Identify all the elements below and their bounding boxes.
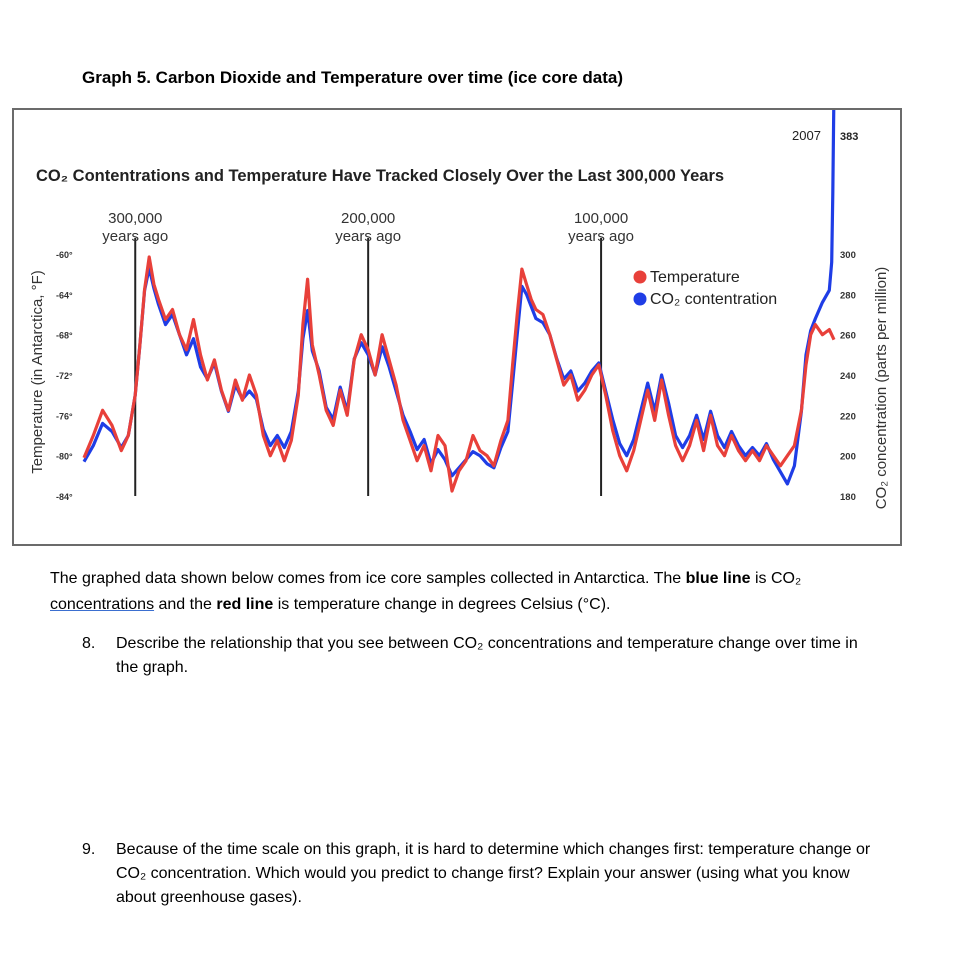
legend-label: Temperature (650, 269, 740, 286)
intro-text-1: The graphed data shown below comes from … (50, 570, 686, 587)
intro-blue-line: blue line (685, 570, 751, 587)
y-left-tick-label: -84° (56, 492, 73, 502)
question-text: Because of the time scale on this graph,… (116, 841, 871, 906)
end-label-year: 2007 (792, 128, 821, 143)
y-right-tick-label: 260 (840, 331, 856, 342)
y-left-tick-label: -80° (56, 452, 73, 462)
y-right-tick-label: 280 (840, 290, 856, 301)
end-label-value: 383 (840, 131, 858, 143)
y-left-tick-label: -68° (56, 331, 73, 341)
y-right-tick-label: 220 (840, 411, 856, 422)
y-left-tick-label: -64° (56, 290, 73, 300)
time-marker-label: 300,000 (108, 210, 162, 227)
question-8: 8. Describe the relationship that you se… (82, 632, 882, 680)
y-left-tick-label: -60° (56, 250, 73, 260)
question-text: Describe the relationship that you see b… (116, 635, 858, 676)
question-number: 8. (82, 635, 96, 652)
question-9: 9. Because of the time scale on this gra… (82, 838, 882, 910)
temperature-series-line (82, 255, 836, 493)
time-marker-label: years ago (568, 228, 634, 245)
time-marker-label: 200,000 (341, 210, 395, 227)
y-right-tick-label: 180 (840, 492, 856, 503)
intro-text-3: and the (154, 596, 217, 613)
intro-text-2: is CO₂ (750, 570, 802, 587)
y-axis-right-label: CO₂ concentration (parts per million) (873, 267, 890, 510)
y-left-tick-label: -72° (56, 371, 73, 381)
legend-swatch (633, 270, 647, 284)
intro-concentrations: concentrations (50, 596, 155, 613)
graph-title: Graph 5. Carbon Dioxide and Temperature … (82, 68, 623, 87)
y-axis-left-label: Temperature (in Antarctica, °F) (29, 270, 46, 474)
time-marker-label: years ago (335, 228, 401, 245)
chart-frame: CO₂ Contentrations and Temperature Have … (12, 108, 902, 546)
intro-text-4: is temperature change in degrees Celsius… (273, 596, 611, 613)
y-right-tick-label: 240 (840, 371, 856, 382)
legend-label: CO₂ contentration (650, 291, 777, 308)
y-left-tick-label: -76° (56, 411, 73, 421)
chart-legend: Temperature CO₂ contentration (633, 269, 777, 308)
time-marker-label: 100,000 (574, 210, 628, 227)
question-number: 9. (82, 841, 96, 858)
time-marker-label: years ago (102, 228, 168, 245)
legend-swatch (633, 292, 647, 306)
chart-title: CO₂ Contentrations and Temperature Have … (36, 167, 724, 185)
intro-red-line: red line (216, 596, 274, 613)
co2-temperature-chart: CO₂ Contentrations and Temperature Have … (29, 110, 890, 510)
y-right-tick-label: 300 (840, 250, 856, 261)
intro-paragraph: The graphed data shown below comes from … (50, 566, 890, 618)
y-right-tick-label: 200 (840, 452, 856, 463)
